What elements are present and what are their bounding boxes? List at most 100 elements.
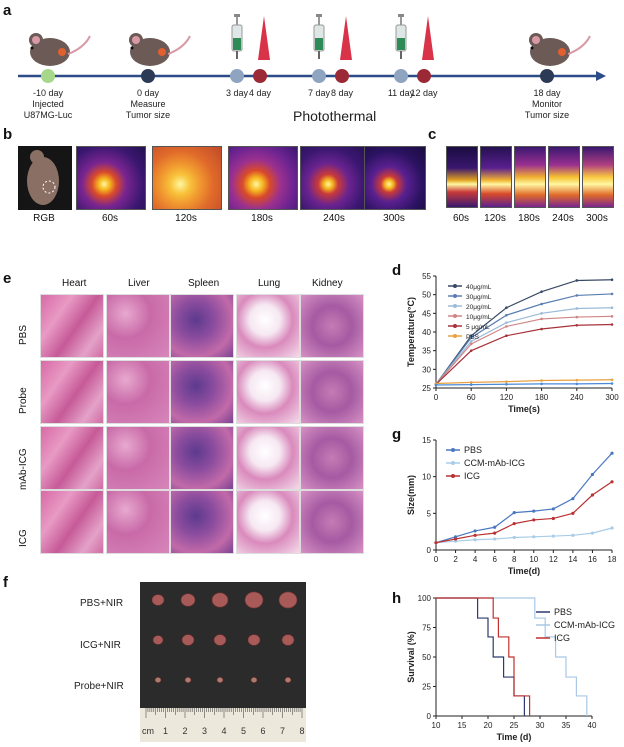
x-tick-label: 180	[535, 393, 549, 402]
timeline-dot-0	[41, 69, 55, 83]
data-point	[575, 315, 579, 319]
mouse-icon-day18	[529, 33, 591, 66]
data-point	[512, 522, 516, 526]
tube-thermal-300s	[582, 146, 614, 208]
he-image-r0-c0	[40, 294, 104, 358]
legend-label: PBS	[554, 607, 572, 617]
data-point	[610, 526, 614, 530]
timeline-arrow-icon	[596, 71, 606, 81]
tumor-sample-r2-c1	[184, 677, 192, 684]
x-tick-label: 240	[570, 393, 584, 402]
tumor-sample-r1-c0	[152, 635, 164, 645]
timeline-day: 0 day	[136, 88, 160, 98]
timeline-label-8: 18 day Monitor Tumor size	[507, 88, 587, 121]
series-line-5	[435, 379, 613, 385]
timeline-day: 18 day	[533, 88, 561, 98]
y-tick-label: 75	[422, 624, 431, 633]
data-point	[590, 493, 595, 497]
data-point	[505, 313, 508, 317]
x-tick-label: 12	[549, 555, 558, 564]
he-col-heart: Heart	[62, 278, 87, 289]
timeline-label-3: 4 day	[220, 88, 300, 99]
timeline-day: 3 day	[225, 88, 249, 98]
data-point	[434, 541, 438, 545]
data-point	[493, 525, 497, 529]
he-image-r3-c3	[236, 490, 300, 554]
data-point	[469, 336, 473, 339]
tumor-sample-r0-c0	[151, 594, 165, 606]
data-point	[610, 292, 614, 296]
y-tick-label: 0	[427, 712, 432, 721]
tumor-row-icg-nir: ICG+NIR	[80, 640, 121, 651]
y-tick-label: 40	[422, 328, 431, 337]
caption-b-240s: 240s	[323, 213, 345, 224]
legend-marker	[451, 461, 455, 465]
x-tick-label: 16	[588, 555, 597, 564]
x-tick-label: 14	[568, 555, 577, 564]
timeline-dot-1	[141, 69, 155, 83]
photothermal-label: Photothermal	[293, 108, 377, 124]
timeline-dot-4	[312, 69, 326, 83]
data-point	[540, 382, 543, 386]
timeline-note: U87MG-Luc	[23, 110, 73, 120]
tumor-sample-r0-c1	[180, 593, 196, 607]
y-axis-label: Survival (%)	[406, 631, 416, 683]
x-tick-label: 35	[562, 721, 571, 730]
y-tick-label: 45	[422, 309, 431, 318]
data-point	[469, 381, 473, 384]
caption-c-240s: 240s	[552, 213, 574, 224]
laser-icon-1	[258, 16, 270, 60]
timeline-note: Tumor size	[125, 110, 171, 120]
data-point	[453, 539, 458, 543]
series-line-1	[435, 293, 613, 385]
y-tick-label: 50	[422, 653, 431, 662]
data-point	[469, 342, 473, 346]
legend-label: 30μg/mL	[466, 294, 492, 301]
data-point	[610, 315, 614, 318]
x-tick-label: 30	[536, 721, 545, 730]
legend-label: 10μg/mL	[466, 314, 492, 321]
x-tick-label: 60	[467, 393, 476, 402]
laser-icon-3	[422, 16, 434, 60]
tumor-photo: cm 1 2 3 4 5 6 7 8	[140, 582, 306, 742]
data-point	[540, 312, 543, 315]
data-point	[473, 538, 477, 542]
caption-c-60s: 60s	[452, 213, 470, 224]
chart-tumor-size: 0 2 4 6 8 10 12 14 16 18 0 5 10 15 Time(d) Size(mm) PBS C…	[406, 436, 617, 576]
x-tick-label: 0	[434, 555, 439, 564]
legend-marker	[453, 324, 457, 328]
ruler-label: 7	[280, 726, 285, 736]
timeline-label-6: 11 day	[361, 88, 441, 99]
he-image-r1-c3	[236, 360, 300, 424]
he-image-r1-c4	[300, 360, 364, 424]
data-point	[473, 529, 477, 533]
timeline-label-0: -10 day Injected U87MG-Luc	[8, 88, 88, 121]
ruler: cm 1 2 3 4 5 6 7 8	[140, 708, 306, 742]
he-row-icg: ICG	[18, 529, 29, 547]
legend-label: ICG	[554, 633, 570, 643]
he-image-r3-c4	[300, 490, 364, 554]
syringe-icon-3	[395, 14, 407, 59]
data-point	[590, 531, 595, 535]
x-tick-label: 20	[484, 721, 493, 730]
y-axis-label: Temperature(°C)	[406, 297, 416, 367]
thermal-image-120s	[152, 146, 222, 210]
y-tick-label: 50	[422, 291, 431, 300]
timeline-dot-3	[253, 69, 267, 83]
x-tick-label: 4	[473, 555, 478, 564]
thermal-image-300s	[364, 146, 426, 210]
data-point	[610, 278, 614, 282]
he-image-r1-c2	[170, 360, 234, 424]
x-tick-label: 15	[458, 721, 467, 730]
he-image-r1-c1	[106, 360, 170, 424]
ruler-label: 4	[221, 726, 226, 736]
he-image-r2-c2	[170, 426, 234, 490]
legend-marker	[453, 334, 457, 338]
timeline-note: Monitor	[531, 99, 562, 109]
timeline-label-2: 3 day	[197, 88, 277, 99]
he-col-lung: Lung	[258, 278, 281, 289]
x-tick-label: 6	[492, 555, 497, 564]
he-image-r0-c3	[236, 294, 300, 358]
legend-marker	[453, 284, 457, 288]
he-col-kidney: Kidney	[312, 278, 343, 289]
